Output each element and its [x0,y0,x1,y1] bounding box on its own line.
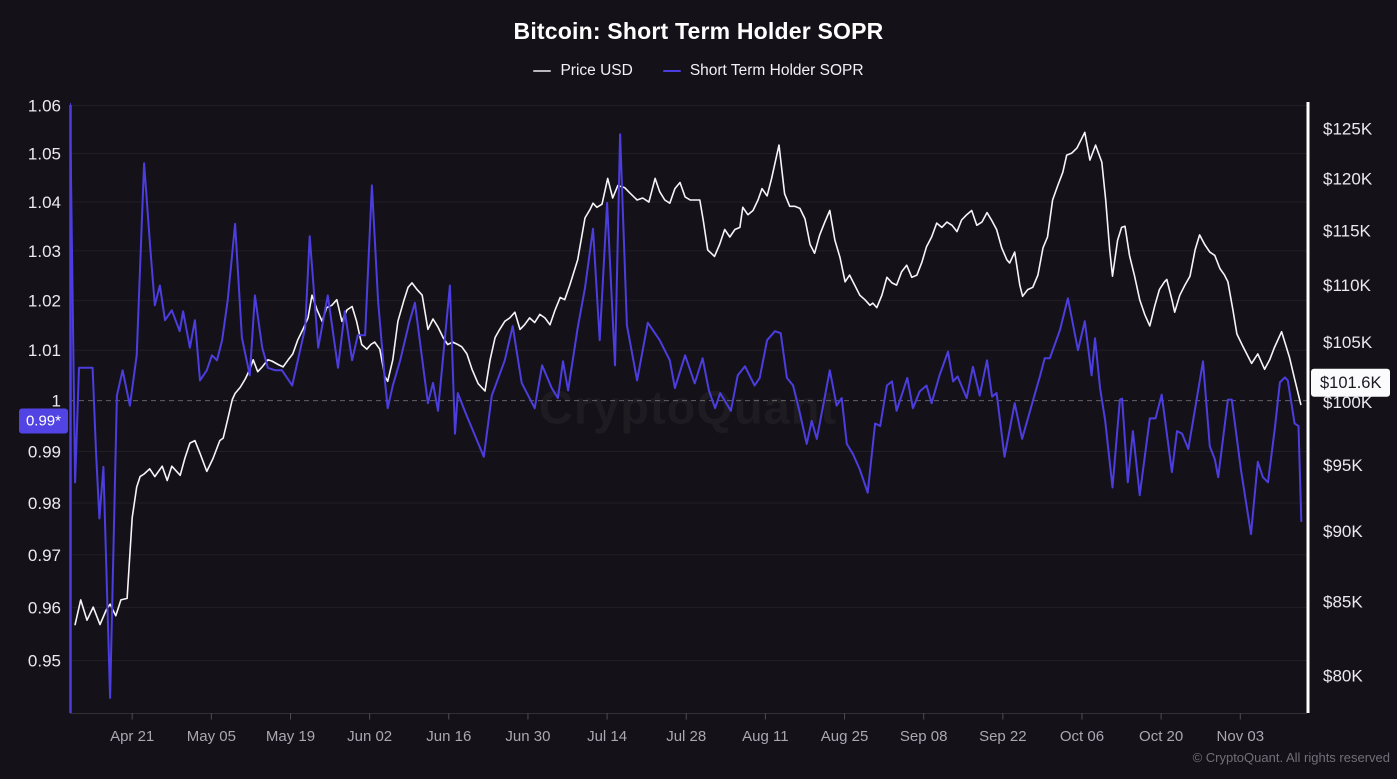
right-axis-tick-label: $85K [1323,592,1363,611]
left-axis-tick-label: 1 [52,392,61,411]
price-line-swatch [533,70,552,72]
left-axis-tick-label: 1.04 [28,193,61,212]
right-axis-tick-label: $80K [1323,667,1363,686]
copyright-notice: © CryptoQuant. All rights reserved [1192,750,1390,765]
left-axis-tick-label: 0.96 [28,598,61,617]
left-axis-tick-label: 1.06 [28,96,61,115]
sopr-line [70,103,1303,699]
legend-item-sopr[interactable]: Short Term Holder SOPR [662,62,864,80]
x-axis-tick-label: Jun 16 [426,728,471,745]
x-axis-tick-label: Jul 28 [666,728,706,745]
x-axis-tick-label: Aug 11 [742,728,788,745]
x-axis-tick-label: Jul 14 [587,728,627,745]
left-axis-tick-label: 1.05 [28,144,61,163]
legend-item-price[interactable]: Price USD [533,62,633,80]
right-axis-tick-label: $120K [1323,169,1373,188]
x-axis-tick-label: May 19 [266,728,315,745]
x-axis-tick-label: Sep 22 [979,728,1027,745]
x-axis-tick-label: Sep 08 [900,728,948,745]
sopr-line-swatch [662,70,681,72]
x-axis-tick-label: Nov 03 [1217,728,1265,745]
x-axis-tick-label: Jun 30 [505,728,550,745]
right-axis-tick-label: $90K [1323,522,1363,541]
right-axis-tick-label: $125K [1323,119,1373,138]
x-axis-tick-label: Oct 06 [1060,728,1104,745]
left-axis-tick-label: 1.03 [28,242,61,261]
legend: Price USD Short Term Holder SOPR [0,62,1397,80]
left-axis-tick-label: 0.99 [28,443,61,462]
sopr-current-value-badge: 0.99* [18,408,68,434]
left-axis-tick-label: 0.97 [28,546,61,565]
x-axis-tick-label: Jun 02 [347,728,392,745]
left-axis-tick-label: 1.01 [28,341,61,360]
right-axis-tick-label: $110K [1323,276,1372,295]
right-axis-tick-label: $115K [1323,222,1372,241]
left-axis-tick-label: 1.02 [28,291,61,310]
x-axis-tick-label: May 05 [187,728,236,745]
left-axis-tick-label: 0.98 [28,494,61,513]
legend-label-sopr: Short Term Holder SOPR [689,62,864,79]
price-line [74,131,1302,626]
chart-title: Bitcoin: Short Term Holder SOPR [513,18,884,44]
right-axis-tick-label: $100K [1323,393,1373,412]
x-axis-tick-label: Apr 21 [110,728,154,745]
left-axis-tick-label: 0.95 [28,651,61,670]
x-axis-tick-label: Oct 20 [1139,728,1183,745]
x-axis-tick-label: Aug 25 [821,728,869,745]
price-current-value-badge: $101.6K [1311,368,1391,397]
right-axis-tick-label: $95K [1323,456,1363,475]
legend-label-price: Price USD [560,62,633,79]
right-axis-tick-label: $105K [1323,333,1373,352]
